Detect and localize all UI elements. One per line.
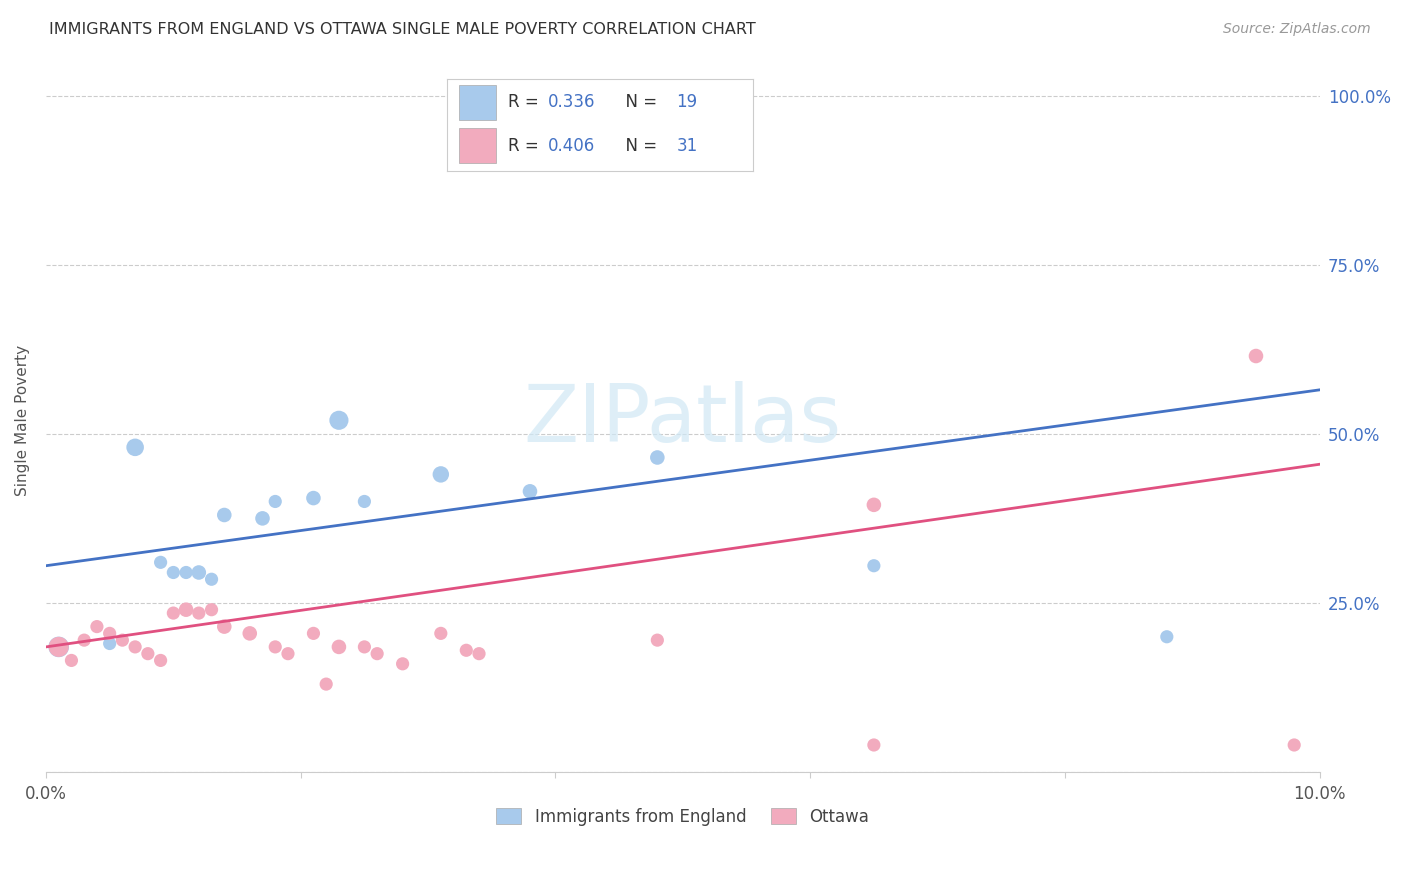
Point — [391, 657, 413, 671]
Point — [519, 484, 541, 499]
Point — [456, 643, 478, 657]
Point — [366, 647, 388, 661]
Point — [86, 619, 108, 633]
Legend: Immigrants from England, Ottawa: Immigrants from England, Ottawa — [488, 799, 877, 834]
Point — [863, 738, 886, 752]
Point — [48, 640, 70, 654]
Point — [214, 508, 236, 522]
Point — [1282, 738, 1305, 752]
Point — [647, 450, 669, 465]
Point — [863, 558, 886, 573]
Point — [1244, 349, 1267, 363]
Point — [48, 640, 70, 654]
Point — [328, 413, 350, 427]
Text: IMMIGRANTS FROM ENGLAND VS OTTAWA SINGLE MALE POVERTY CORRELATION CHART: IMMIGRANTS FROM ENGLAND VS OTTAWA SINGLE… — [49, 22, 756, 37]
Point — [187, 566, 209, 580]
Point — [863, 498, 886, 512]
Y-axis label: Single Male Poverty: Single Male Poverty — [15, 344, 30, 496]
Point — [162, 606, 184, 620]
Point — [124, 640, 146, 654]
Point — [73, 633, 96, 648]
Text: ZIPatlas: ZIPatlas — [524, 381, 842, 459]
Point — [264, 640, 287, 654]
Point — [1156, 630, 1178, 644]
Point — [60, 653, 83, 667]
Point — [162, 566, 184, 580]
Point — [468, 647, 491, 661]
Point — [111, 633, 134, 648]
Point — [149, 653, 172, 667]
Point — [277, 647, 299, 661]
Point — [430, 626, 453, 640]
Point — [239, 626, 262, 640]
Point — [98, 626, 121, 640]
Point — [136, 647, 159, 661]
Point — [430, 467, 453, 482]
Point — [98, 636, 121, 650]
Point — [174, 566, 197, 580]
Point — [214, 619, 236, 633]
Point — [174, 603, 197, 617]
Point — [200, 572, 222, 586]
Point — [149, 555, 172, 569]
Point — [647, 633, 669, 648]
Point — [328, 640, 350, 654]
Text: Source: ZipAtlas.com: Source: ZipAtlas.com — [1223, 22, 1371, 37]
Point — [264, 494, 287, 508]
Point — [353, 640, 375, 654]
Point — [252, 511, 274, 525]
Point — [124, 441, 146, 455]
Point — [187, 606, 209, 620]
Point — [302, 491, 325, 505]
Point — [200, 603, 222, 617]
Point — [315, 677, 337, 691]
Point — [353, 494, 375, 508]
Point — [302, 626, 325, 640]
